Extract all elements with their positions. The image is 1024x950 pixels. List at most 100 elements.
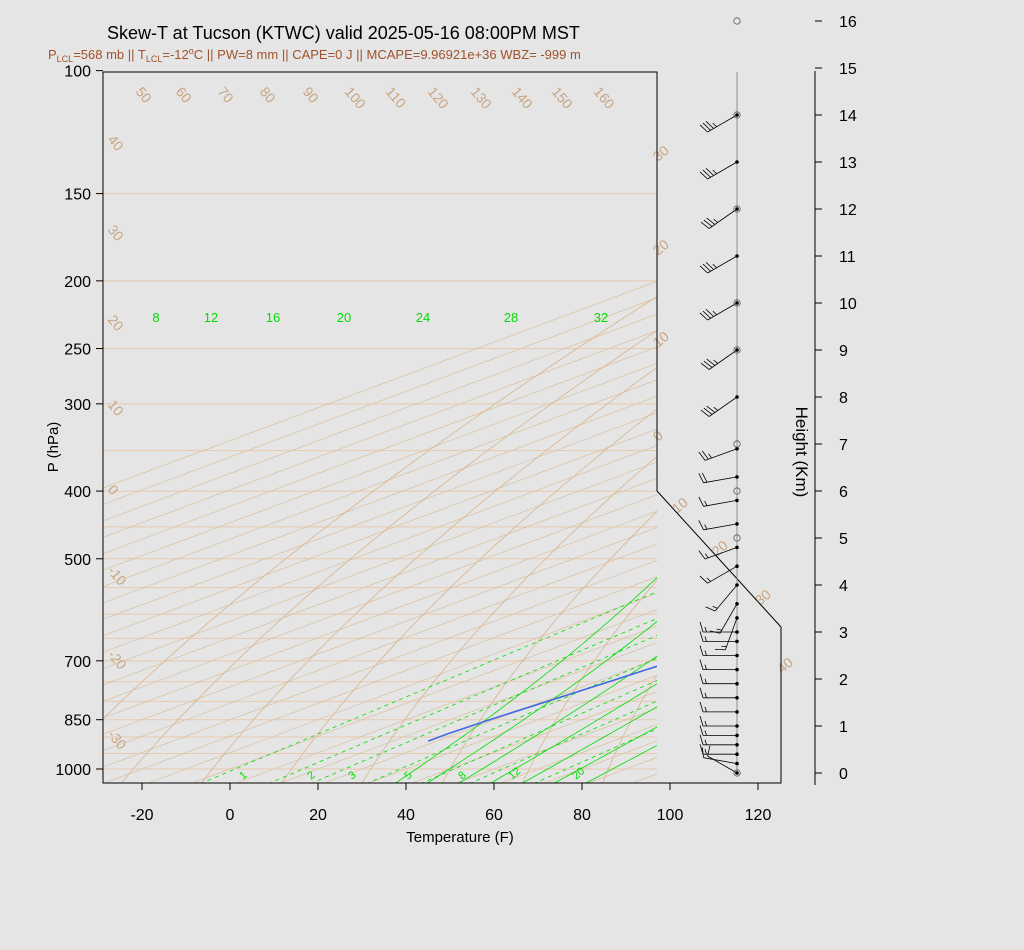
- wind-barb-feather: [700, 362, 710, 370]
- wind-barb-feather: [699, 687, 704, 698]
- wind-barb-feather: [699, 659, 704, 670]
- wind-barb-feather: [699, 171, 708, 180]
- wind-level-dot: [735, 498, 739, 503]
- wind-level-circle: [733, 205, 741, 213]
- wind-barb-feather: [698, 496, 704, 507]
- wind-barb: [703, 500, 738, 507]
- wind-barb-feather: [702, 310, 711, 319]
- wind-barb: [724, 617, 738, 650]
- wind-barb-feather: [702, 169, 711, 178]
- wind-level-circle: [733, 346, 741, 354]
- x-axis: -20 0 20 40 60 80 100 120: [130, 783, 771, 824]
- height-tick-label: 1: [839, 719, 848, 736]
- wind-level-dot: [735, 681, 739, 686]
- wind-barb-feather: [704, 524, 708, 530]
- wind-barb-feather: [712, 605, 718, 609]
- isotherm-line: [103, 559, 657, 768]
- wind-level-dot: [735, 564, 739, 568]
- height-tick-label: 3: [839, 625, 848, 642]
- wind-barb: [707, 302, 738, 321]
- wind-barb-feather: [713, 406, 718, 411]
- wind-barb: [708, 396, 738, 417]
- isotherm-line: [103, 330, 657, 538]
- wind-level-dot: [735, 696, 739, 700]
- wind-barb-feather: [699, 715, 704, 727]
- wind-level-circle: [733, 440, 741, 448]
- moist-adiabat-line: [553, 726, 657, 783]
- wind-barb-feather: [713, 359, 718, 364]
- isotherm-line: [279, 642, 657, 783]
- wind-barb-feather: [699, 701, 704, 713]
- wind-barb-feather: [701, 472, 708, 483]
- wind-barb: [707, 114, 738, 133]
- wind-level-dot: [735, 752, 739, 756]
- height-tick-label: 9: [839, 343, 848, 360]
- wind-barb-feather: [699, 725, 704, 736]
- wind-level-dot: [735, 207, 739, 211]
- dry-adiabat-line: [201, 367, 657, 783]
- wind-barb: [719, 603, 738, 634]
- x-axis-title: Temperature (F): [406, 829, 514, 846]
- wind-level-circle: [733, 769, 741, 777]
- y-axis: 100 150 200 250 300 400 500 700 850 1000: [55, 64, 103, 779]
- wind-barb: [707, 255, 738, 274]
- wind-barb-feather: [703, 219, 713, 227]
- x-tick-label: 60: [485, 807, 503, 824]
- height-tick-label: 14: [839, 108, 857, 125]
- y-axis-title: P (hPa): [45, 422, 62, 473]
- y-tick-label: 1000: [55, 762, 91, 779]
- wind-level-dot: [735, 522, 739, 526]
- wind-barb-feather: [699, 124, 708, 133]
- wind-barb: [708, 208, 738, 229]
- wind-level-dot: [735, 475, 739, 479]
- wind-barb-feather: [699, 734, 704, 745]
- wind-level-dot: [735, 301, 739, 305]
- wind-level-dot: [735, 653, 739, 658]
- chart-subtitle: PLCL=568 mb || TLCL=-12oC || PW=8 mm || …: [48, 46, 581, 64]
- wind-barb-feather: [705, 168, 714, 176]
- wind-barb-feather: [706, 577, 711, 582]
- moist-adiabat-label: 32: [594, 310, 608, 325]
- moist-adiabat-label: 8: [152, 310, 159, 325]
- height-tick-label: 6: [839, 484, 848, 501]
- wind-barb-feather: [699, 645, 704, 656]
- dry-adiabat-line: [281, 408, 657, 783]
- y-tick-label: 850: [64, 713, 91, 730]
- wind-barb: [703, 523, 738, 531]
- plot-grid: [103, 193, 657, 783]
- profile-curves: [427, 665, 657, 742]
- height-tick-label: 8: [839, 390, 848, 407]
- wind-barb-feather: [699, 744, 704, 755]
- wind-barb-feather: [700, 409, 710, 417]
- wind-barb-feather: [712, 169, 717, 175]
- isotherm-line: [103, 280, 657, 489]
- x-tick-label: 0: [226, 807, 235, 824]
- y-tick-label: 200: [64, 274, 91, 291]
- moist-adiabat-line: [458, 655, 657, 783]
- isotherm-line: [103, 527, 657, 735]
- wind-barb-feather: [712, 263, 717, 269]
- y-tick-label: 150: [64, 187, 91, 204]
- isotherm-line: [191, 609, 657, 783]
- isotherm-line: [103, 379, 657, 587]
- wind-barb: [714, 584, 738, 612]
- y-tick-label: 250: [64, 342, 91, 359]
- height-tick-label: 5: [839, 531, 848, 548]
- wind-level-dot: [735, 710, 739, 714]
- wind-barb: [703, 476, 738, 484]
- wind-barb-feather: [704, 678, 707, 684]
- wind-barb-feather: [714, 648, 726, 651]
- wind-level-dot: [735, 446, 739, 451]
- isotherm-line: [103, 346, 657, 555]
- dewpoint-line: [427, 665, 657, 742]
- wind-barb: [707, 565, 738, 584]
- height-tick-label: 0: [839, 766, 848, 783]
- y-tick-label: 700: [64, 654, 91, 671]
- wind-level-dot: [735, 254, 739, 258]
- mixing-ratio-line: [421, 680, 657, 783]
- wind-barb-feather: [701, 450, 709, 460]
- dry-adiabat-line: [441, 511, 657, 783]
